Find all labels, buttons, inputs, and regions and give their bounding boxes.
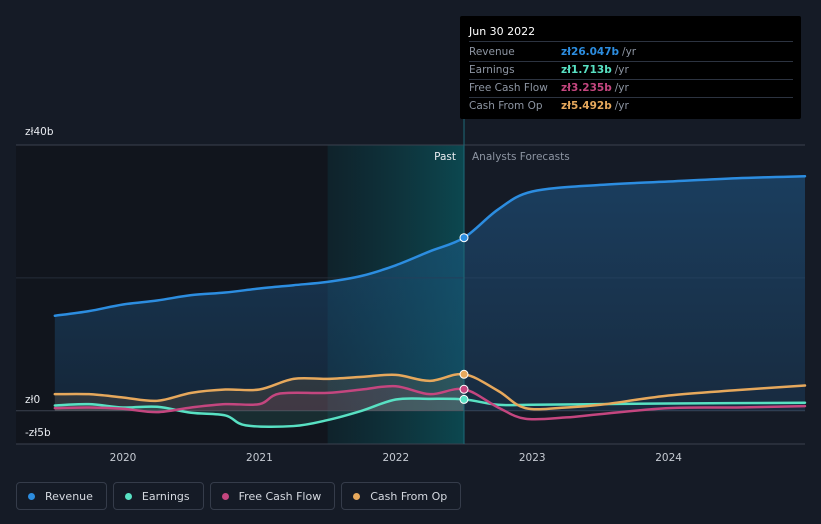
legend-label: Earnings: [141, 489, 190, 503]
y-tick-label: -zł5b: [25, 427, 51, 439]
tooltip-row-unit: /yr: [614, 82, 629, 94]
free-cash-flow-line: [53, 384, 807, 421]
cash-from-op-line: [53, 372, 807, 411]
legend-item-earnings[interactable]: Earnings: [112, 482, 204, 510]
legend-item-revenue[interactable]: Revenue: [16, 482, 107, 510]
tooltip-row: Earnings zł1.713b/yr: [469, 62, 793, 80]
earnings-line: [53, 397, 807, 428]
y-tick-label: zł0: [25, 394, 40, 406]
tooltip-row-unit: /yr: [614, 64, 629, 76]
legend-dot-icon: [353, 492, 361, 500]
tooltip-row: Revenue zł26.047b/yr: [469, 44, 793, 62]
legend-dot-icon: [28, 492, 35, 500]
x-tick-label: 2021: [246, 452, 273, 464]
free-cash-flow-marker: [459, 384, 469, 394]
tooltip-row: Free Cash Flow zł3.235b/yr: [469, 80, 793, 98]
legend: Revenue Earnings Free Cash Flow Cash From O…: [16, 482, 462, 510]
earnings-marker: [459, 394, 469, 404]
tooltip-row-value: zł26.047b: [561, 46, 620, 58]
tooltip-row-value: zł1.713b: [561, 64, 612, 76]
x-tick-label: 2024: [655, 452, 682, 464]
tooltip-date: Jun 30 2022: [469, 25, 793, 42]
tooltip-row-label: Free Cash Flow: [469, 82, 548, 94]
legend-label: Cash From Op: [370, 489, 448, 503]
tooltip-row-unit: /yr: [622, 46, 637, 58]
revenue-line: [53, 174, 807, 318]
tooltip-row-value: zł5.492b: [561, 100, 612, 112]
y-tick-label: zł40b: [25, 126, 54, 138]
earnings-area: [54, 398, 465, 427]
tooltip-row-label: Earnings: [469, 64, 515, 76]
free-cash-flow-area: [54, 386, 465, 413]
legend-item-cash-from-op[interactable]: Cash From Op: [341, 482, 462, 510]
tooltip-row-label: Revenue: [469, 46, 515, 58]
legend-item-free-cash-flow[interactable]: Free Cash Flow: [209, 482, 336, 510]
tooltip-row-value: zł3.235b: [561, 82, 612, 94]
past-label: Past: [434, 151, 456, 163]
legend-label: Revenue: [45, 489, 93, 503]
x-tick-label: 2022: [382, 452, 409, 464]
x-tick-label: 2020: [110, 452, 137, 464]
x-tick-label: 2023: [519, 452, 546, 464]
tooltip-row-unit: /yr: [614, 100, 629, 112]
tooltip: Jun 30 2022 Revenue zł26.047b/yr Earnings z…: [460, 16, 801, 119]
legend-dot-icon: [221, 492, 229, 500]
legend-label: Free Cash Flow: [238, 489, 322, 503]
legend-dot-icon: [124, 492, 132, 500]
tooltip-row-label: Cash From Op: [469, 100, 543, 112]
forecast-label: Analysts Forecasts: [472, 151, 570, 163]
cash-from-op-marker: [459, 369, 469, 379]
revenue-marker: [459, 233, 469, 243]
tooltip-row: Cash From Op zł5.492b/yr: [469, 98, 793, 115]
revenue-area: [54, 176, 805, 411]
